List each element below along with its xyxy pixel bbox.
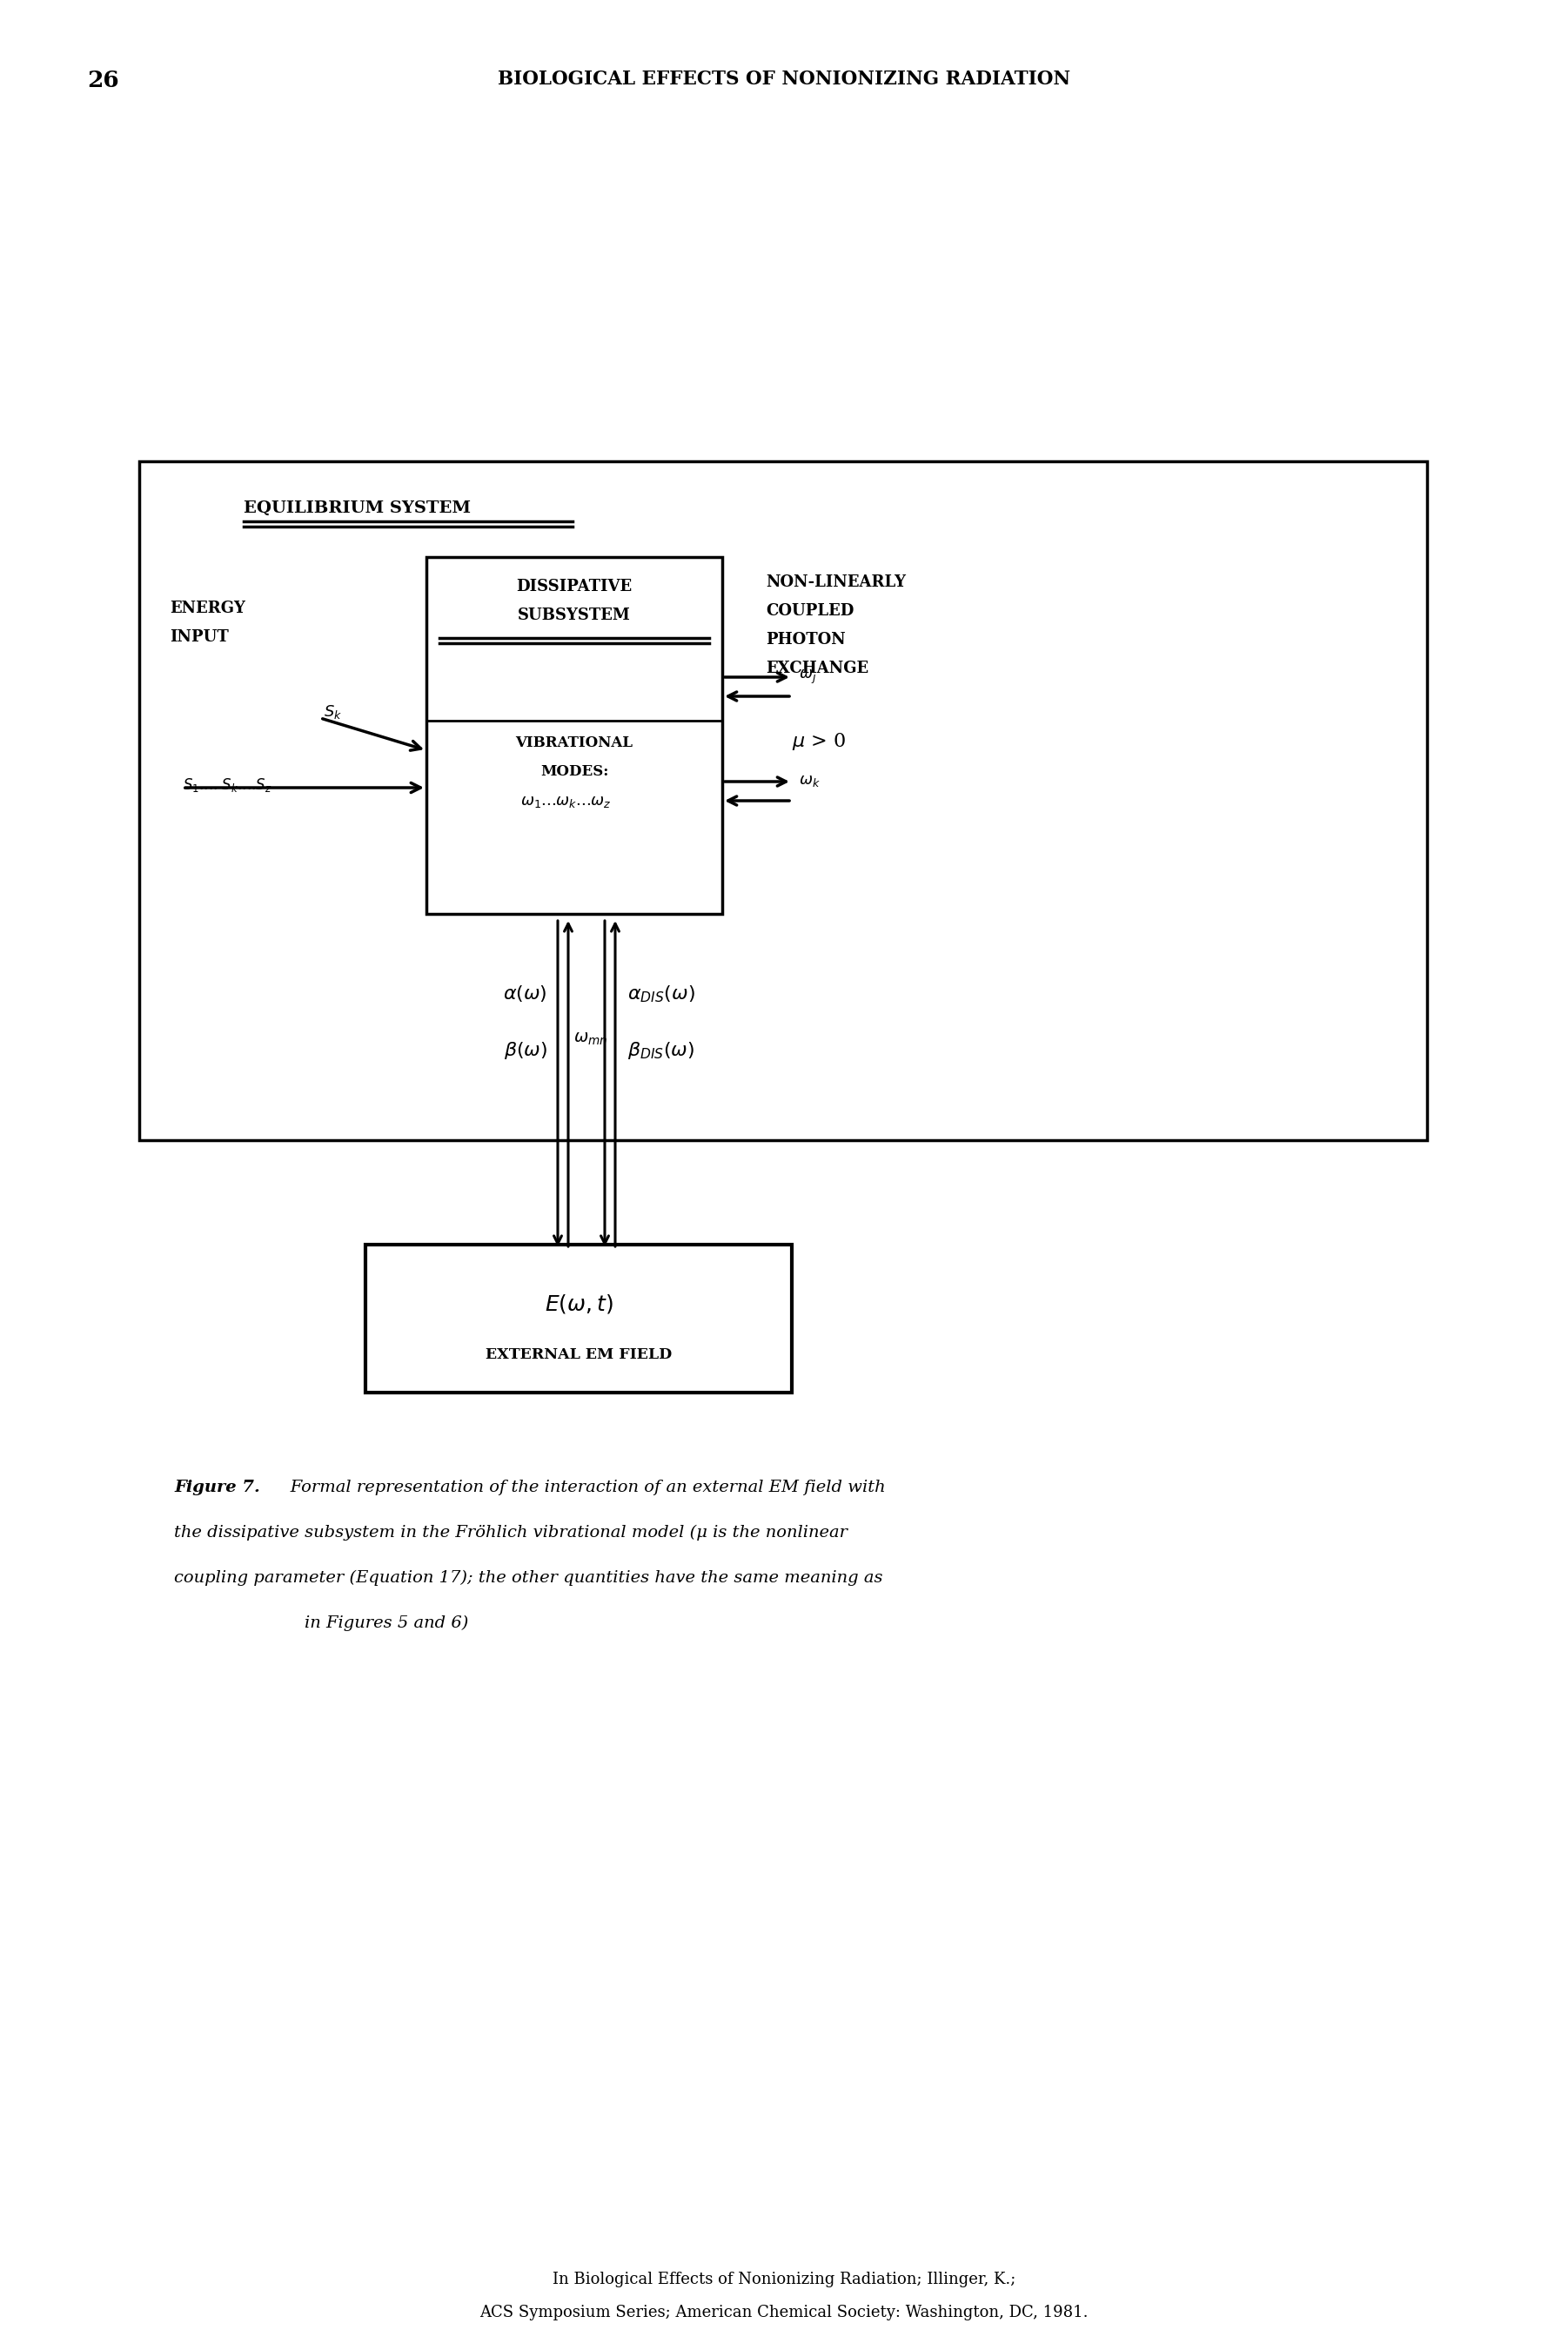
Text: NON-LINEARLY: NON-LINEARLY	[765, 573, 906, 590]
Text: the dissipative subsystem in the Fröhlich vibrational model (μ is the nonlinear: the dissipative subsystem in the Fröhlic…	[174, 1525, 848, 1542]
Text: ACS Symposium Series; American Chemical Society: Washington, DC, 1981.: ACS Symposium Series; American Chemical …	[480, 2305, 1088, 2319]
Text: COUPLED: COUPLED	[765, 604, 855, 618]
Text: DISSIPATIVE: DISSIPATIVE	[516, 578, 632, 595]
Text: $\alpha_{DIS}(\omega)$: $\alpha_{DIS}(\omega)$	[627, 985, 695, 1003]
Text: $\mu$ > 0: $\mu$ > 0	[792, 731, 845, 752]
Text: $\omega_j$: $\omega_j$	[798, 667, 817, 686]
Text: Figure 7.: Figure 7.	[174, 1480, 260, 1495]
Text: $\omega_{mn}$: $\omega_{mn}$	[574, 1032, 608, 1048]
Text: EXCHANGE: EXCHANGE	[765, 660, 869, 677]
Text: $S_k$: $S_k$	[323, 703, 342, 721]
Text: $E(\omega,t)$: $E(\omega,t)$	[544, 1293, 613, 1316]
Text: INPUT: INPUT	[169, 630, 229, 644]
Text: SUBSYSTEM: SUBSYSTEM	[517, 609, 630, 623]
Text: $\omega_k$: $\omega_k$	[798, 773, 820, 790]
Text: 26: 26	[86, 70, 119, 92]
Text: $\alpha(\omega)$: $\alpha(\omega)$	[503, 985, 547, 1003]
Text: BIOLOGICAL EFFECTS OF NONIONIZING RADIATION: BIOLOGICAL EFFECTS OF NONIONIZING RADIAT…	[497, 70, 1071, 89]
Text: $\omega_1$...$\omega_k$...$\omega_z$: $\omega_1$...$\omega_k$...$\omega_z$	[521, 794, 612, 808]
Text: ENERGY: ENERGY	[169, 602, 245, 616]
Text: coupling parameter (Equation 17); the other quantities have the same meaning as: coupling parameter (Equation 17); the ot…	[174, 1570, 883, 1586]
Text: in Figures 5 and 6): in Figures 5 and 6)	[174, 1614, 469, 1631]
Text: $S_1$.... $S_k$....$S_z$: $S_1$.... $S_k$....$S_z$	[183, 776, 273, 794]
Text: In Biological Effects of Nonionizing Radiation; Illinger, K.;: In Biological Effects of Nonionizing Rad…	[552, 2272, 1016, 2287]
Text: VIBRATIONAL: VIBRATIONAL	[516, 736, 633, 750]
Text: EXTERNAL EM FIELD: EXTERNAL EM FIELD	[486, 1347, 671, 1363]
Bar	[426, 557, 723, 914]
Bar	[140, 461, 1427, 1140]
Text: $\beta(\omega)$: $\beta(\omega)$	[503, 1041, 547, 1060]
Bar	[365, 1246, 792, 1394]
Text: EQUILIBRIUM SYSTEM: EQUILIBRIUM SYSTEM	[243, 501, 470, 517]
Text: MODES:: MODES:	[541, 764, 608, 778]
Text: $\beta_{DIS}(\omega)$: $\beta_{DIS}(\omega)$	[627, 1041, 695, 1060]
Text: PHOTON: PHOTON	[765, 632, 845, 649]
Text: Formal representation of the interaction of an external EM field with: Formal representation of the interaction…	[274, 1480, 886, 1495]
